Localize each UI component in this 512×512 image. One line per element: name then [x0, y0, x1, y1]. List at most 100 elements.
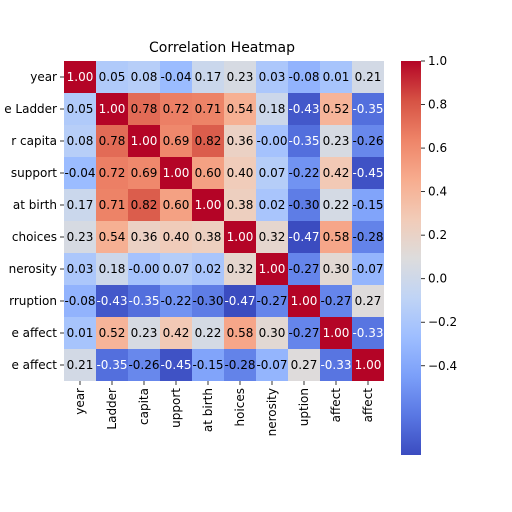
cell-value-label: 0.78 — [131, 102, 158, 116]
heatmap-cell — [288, 61, 320, 93]
heatmap-cell — [352, 253, 384, 285]
cell-value-label: -0.27 — [288, 262, 319, 276]
heatmap-cell — [64, 349, 96, 381]
cell-value-label: 0.40 — [163, 230, 190, 244]
cell-value-label: 0.54 — [227, 102, 254, 116]
y-tick-label: nerosity — [9, 262, 57, 276]
cell-value-label: 0.72 — [163, 102, 190, 116]
x-tick-label: hoices — [233, 388, 247, 427]
cell-value-label: -0.04 — [64, 166, 95, 180]
heatmap-cell — [352, 221, 384, 253]
heatmap-cell — [96, 221, 128, 253]
heatmap-cell — [352, 157, 384, 189]
heatmap-cell — [320, 349, 352, 381]
cell-value-label: 0.58 — [323, 230, 350, 244]
heatmap-cell — [256, 61, 288, 93]
heatmap-cell — [224, 285, 256, 317]
heatmap-cell — [320, 189, 352, 221]
cell-value-label: 0.07 — [163, 262, 190, 276]
heatmap-cell — [352, 317, 384, 349]
y-tick-label: e Ladder — [4, 102, 57, 116]
heatmap-cell — [128, 93, 160, 125]
cell-value-label: 0.58 — [227, 326, 254, 340]
cell-value-label: 0.32 — [227, 262, 254, 276]
heatmap-cell — [192, 93, 224, 125]
heatmap-cell — [160, 93, 192, 125]
x-tick-label: at birth — [201, 388, 215, 432]
cell-value-label: -0.00 — [256, 134, 287, 148]
cell-value-label: -0.43 — [288, 102, 319, 116]
cell-value-label: 0.38 — [227, 198, 254, 212]
cell-value-label: 1.00 — [355, 358, 382, 372]
y-tick-label: support — [11, 166, 57, 180]
heatmap-cell — [160, 285, 192, 317]
cell-value-label: -0.43 — [96, 294, 127, 308]
cell-value-label: 0.08 — [67, 134, 94, 148]
heatmap-cell — [288, 189, 320, 221]
heatmap-cell — [160, 189, 192, 221]
colorbar-tick-label: 0.2 — [428, 228, 447, 242]
cell-value-label: -0.07 — [256, 358, 287, 372]
heatmap-cell — [96, 349, 128, 381]
cell-value-label: -0.47 — [288, 230, 319, 244]
heatmap-cell — [256, 285, 288, 317]
cell-value-label: 0.22 — [323, 198, 350, 212]
heatmap-cells — [64, 61, 384, 381]
x-tick-label: capita — [137, 388, 151, 425]
heatmap-cell — [224, 189, 256, 221]
heatmap-cell — [128, 189, 160, 221]
heatmap-cell — [192, 157, 224, 189]
heatmap-cell — [320, 317, 352, 349]
heatmap-cell — [160, 349, 192, 381]
x-tick-label: affect — [329, 388, 343, 423]
cell-value-label: 0.21 — [67, 358, 94, 372]
heatmap-cell — [128, 349, 160, 381]
colorbar-tick-label: 0.6 — [428, 141, 447, 155]
cell-value-label: 0.01 — [323, 70, 350, 84]
cell-value-label: 1.00 — [163, 166, 190, 180]
cell-value-label: 0.30 — [259, 326, 286, 340]
cell-value-label: 0.05 — [67, 102, 94, 116]
heatmap-cell — [128, 125, 160, 157]
y-tick-label: e affect — [11, 358, 57, 372]
cell-value-label: -0.35 — [96, 358, 127, 372]
heatmap-cell — [160, 125, 192, 157]
heatmap-cell — [256, 93, 288, 125]
heatmap-cell — [352, 285, 384, 317]
heatmap-cell — [224, 157, 256, 189]
cell-value-label: 0.30 — [323, 262, 350, 276]
heatmap-cell — [352, 189, 384, 221]
cell-value-label: 1.00 — [195, 198, 222, 212]
cell-value-label: 0.27 — [355, 294, 382, 308]
colorbar-tick-label: 0.8 — [428, 98, 447, 112]
heatmap-cell — [128, 253, 160, 285]
heatmap-cell — [64, 93, 96, 125]
cell-value-label: 0.54 — [99, 230, 126, 244]
cell-value-label: -0.27 — [256, 294, 287, 308]
cell-value-label: 0.21 — [355, 70, 382, 84]
cell-value-label: 1.00 — [259, 262, 286, 276]
cell-value-label: 0.36 — [131, 230, 158, 244]
heatmap-cell — [320, 221, 352, 253]
heatmap-cell — [192, 285, 224, 317]
heatmap-cell — [64, 125, 96, 157]
heatmap-cell — [96, 189, 128, 221]
cell-value-label: -0.47 — [224, 294, 255, 308]
colorbar-tick-label: 1.0 — [428, 54, 447, 68]
cell-value-label: -0.08 — [64, 294, 95, 308]
heatmap-cell — [256, 317, 288, 349]
cell-value-label: 0.69 — [131, 166, 158, 180]
cell-value-label: -0.27 — [320, 294, 351, 308]
cell-value-label: -0.35 — [288, 134, 319, 148]
colorbar-tick-label: 0.4 — [428, 185, 447, 199]
cell-value-label: -0.15 — [352, 198, 383, 212]
heatmap-cell — [192, 189, 224, 221]
heatmap-cell — [320, 157, 352, 189]
heatmap-cell — [320, 61, 352, 93]
heatmap-cell — [224, 253, 256, 285]
heatmap-cell — [160, 253, 192, 285]
cell-value-label: 0.23 — [131, 326, 158, 340]
cell-value-label: 0.52 — [99, 326, 126, 340]
x-tick-label: uption — [297, 388, 311, 426]
cell-value-label: -0.28 — [224, 358, 255, 372]
